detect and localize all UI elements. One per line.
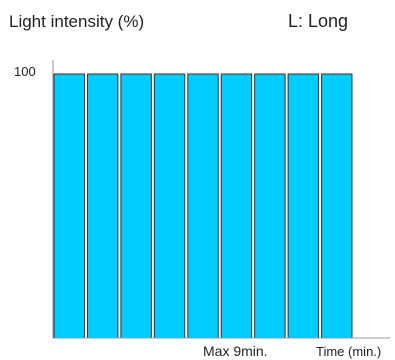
- y-axis-label: Light intensity (%): [9, 12, 144, 31]
- x-axis-label: Time (min.): [316, 344, 381, 359]
- bar-9: [321, 73, 353, 339]
- bar-1: [53, 73, 85, 339]
- bar-3: [120, 73, 152, 339]
- bar-2: [86, 73, 119, 339]
- bar-6: [220, 73, 253, 339]
- bars-group: [53, 73, 353, 339]
- bar-4: [153, 73, 186, 339]
- x-max-label: Max 9min.: [203, 343, 268, 359]
- y-tick-label-100: 100: [14, 64, 36, 79]
- bar-5: [187, 73, 219, 339]
- bar-7: [254, 73, 286, 339]
- bar-8: [287, 73, 320, 339]
- mode-label: L: Long: [288, 11, 348, 31]
